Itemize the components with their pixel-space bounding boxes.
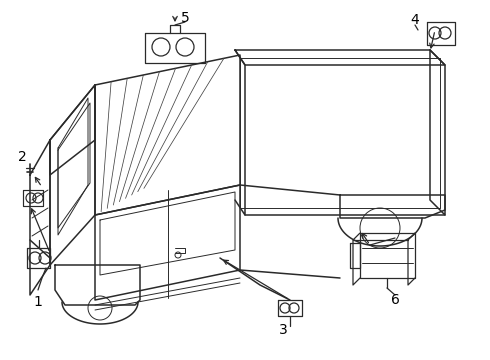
Text: 3: 3	[279, 323, 287, 337]
Text: 2: 2	[18, 150, 26, 164]
Text: 5: 5	[181, 11, 189, 25]
Text: 1: 1	[33, 295, 43, 309]
Text: 4: 4	[411, 13, 419, 27]
Text: 6: 6	[391, 293, 399, 307]
